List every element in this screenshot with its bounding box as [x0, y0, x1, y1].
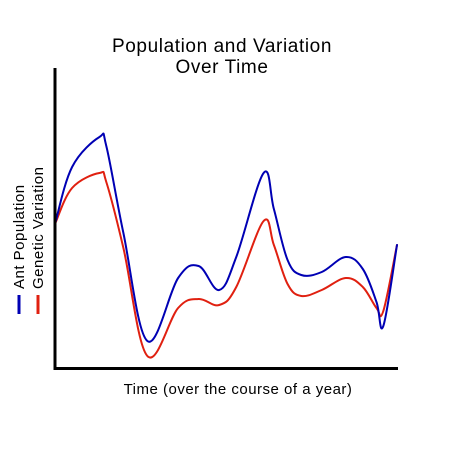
legend: Ant Population Genetic Variation: [11, 167, 47, 314]
legend-label-ant-population: Ant Population: [11, 184, 28, 289]
series-line-genetic-variation: [54, 170, 398, 359]
chart-title-line-1: Population and Variation: [112, 36, 332, 57]
series-line-ant-population: [54, 132, 398, 343]
legend-label-genetic-variation: Genetic Variation: [30, 167, 47, 289]
series-lines: [54, 132, 398, 359]
chart-title-line-2: Over Time: [175, 57, 268, 78]
x-axis-label: Time (over the course of a year): [124, 381, 353, 398]
